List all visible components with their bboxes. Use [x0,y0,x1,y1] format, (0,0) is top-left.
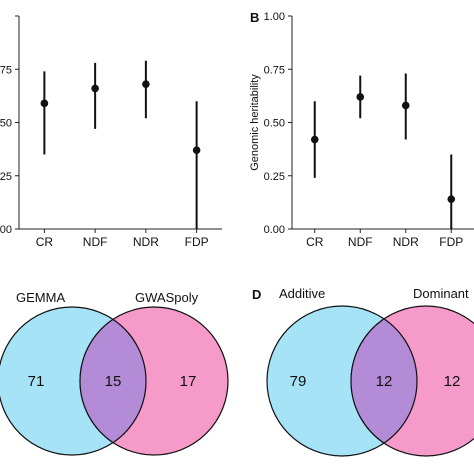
estimate-point-cr [40,99,49,108]
y-tick-label: .25 [0,171,12,183]
y-axis-title: Genomic heritability [249,74,261,171]
y-tick-label: 1.00 [264,11,285,23]
x-tick-label-ndf: NDF [348,235,373,249]
intersection-region [79,318,147,444]
set-a-only-count: 71 [28,373,45,390]
set-b-label: GWASpoly [135,290,199,305]
shared-count: 15 [105,373,122,390]
set-b-only-count: 12 [444,373,461,390]
x-tick-label-ndr: NDR [133,235,159,249]
y-tick-label: .75 [0,64,12,76]
set-b-label: Dominant [413,286,469,301]
estimate-point-fdp [447,195,456,203]
y-tick-label: 0.75 [264,64,285,76]
x-tick-label-cr: CR [306,235,324,249]
set-a-label: GEMMA [16,290,65,305]
set-b-only-count: 17 [180,373,197,390]
estimate-point-ndr [401,101,410,110]
set-a-only-count: 79 [290,373,307,390]
x-tick-label-fdp: FDP [439,235,463,249]
intersection-region [350,318,418,444]
panel-label: D [252,287,261,302]
set-a-label: Additive [279,286,325,301]
x-tick-label-ndf: NDF [83,235,108,249]
y-tick-label: .00 [0,224,12,236]
y-tick-label: 0.50 [264,118,285,130]
estimate-point-ndf [91,84,99,93]
y-tick-label: .50 [0,118,12,130]
estimate-point-ndr [142,80,150,88]
estimate-point-ndf [356,93,365,101]
shared-count: 12 [376,373,393,390]
estimate-point-fdp [192,146,201,154]
estimate-point-cr [310,135,319,144]
x-tick-label-cr: CR [36,235,54,249]
panel-c-venn-diagram: GEMMA GWASpoly 71 15 17 [0,290,229,456]
y-tick-label: 0.00 [264,224,285,236]
panel-b-heritability-plot: 0.00 0.25 0.50 0.75 1.00 CR NDF NDR FDP B Genomic … [249,10,474,249]
panel-a-heritability-plot: .00 .25 .50 .75 CR NDF NDR FDP [0,15,222,249]
y-tick-label: 0.25 [264,171,285,183]
x-tick-label-ndr: NDR [393,235,419,249]
panel-d-venn-diagram: Additive Dominant 79 12 12 D [252,286,474,457]
x-tick-label-fdp: FDP [185,235,209,249]
panel-label: B [250,10,259,25]
